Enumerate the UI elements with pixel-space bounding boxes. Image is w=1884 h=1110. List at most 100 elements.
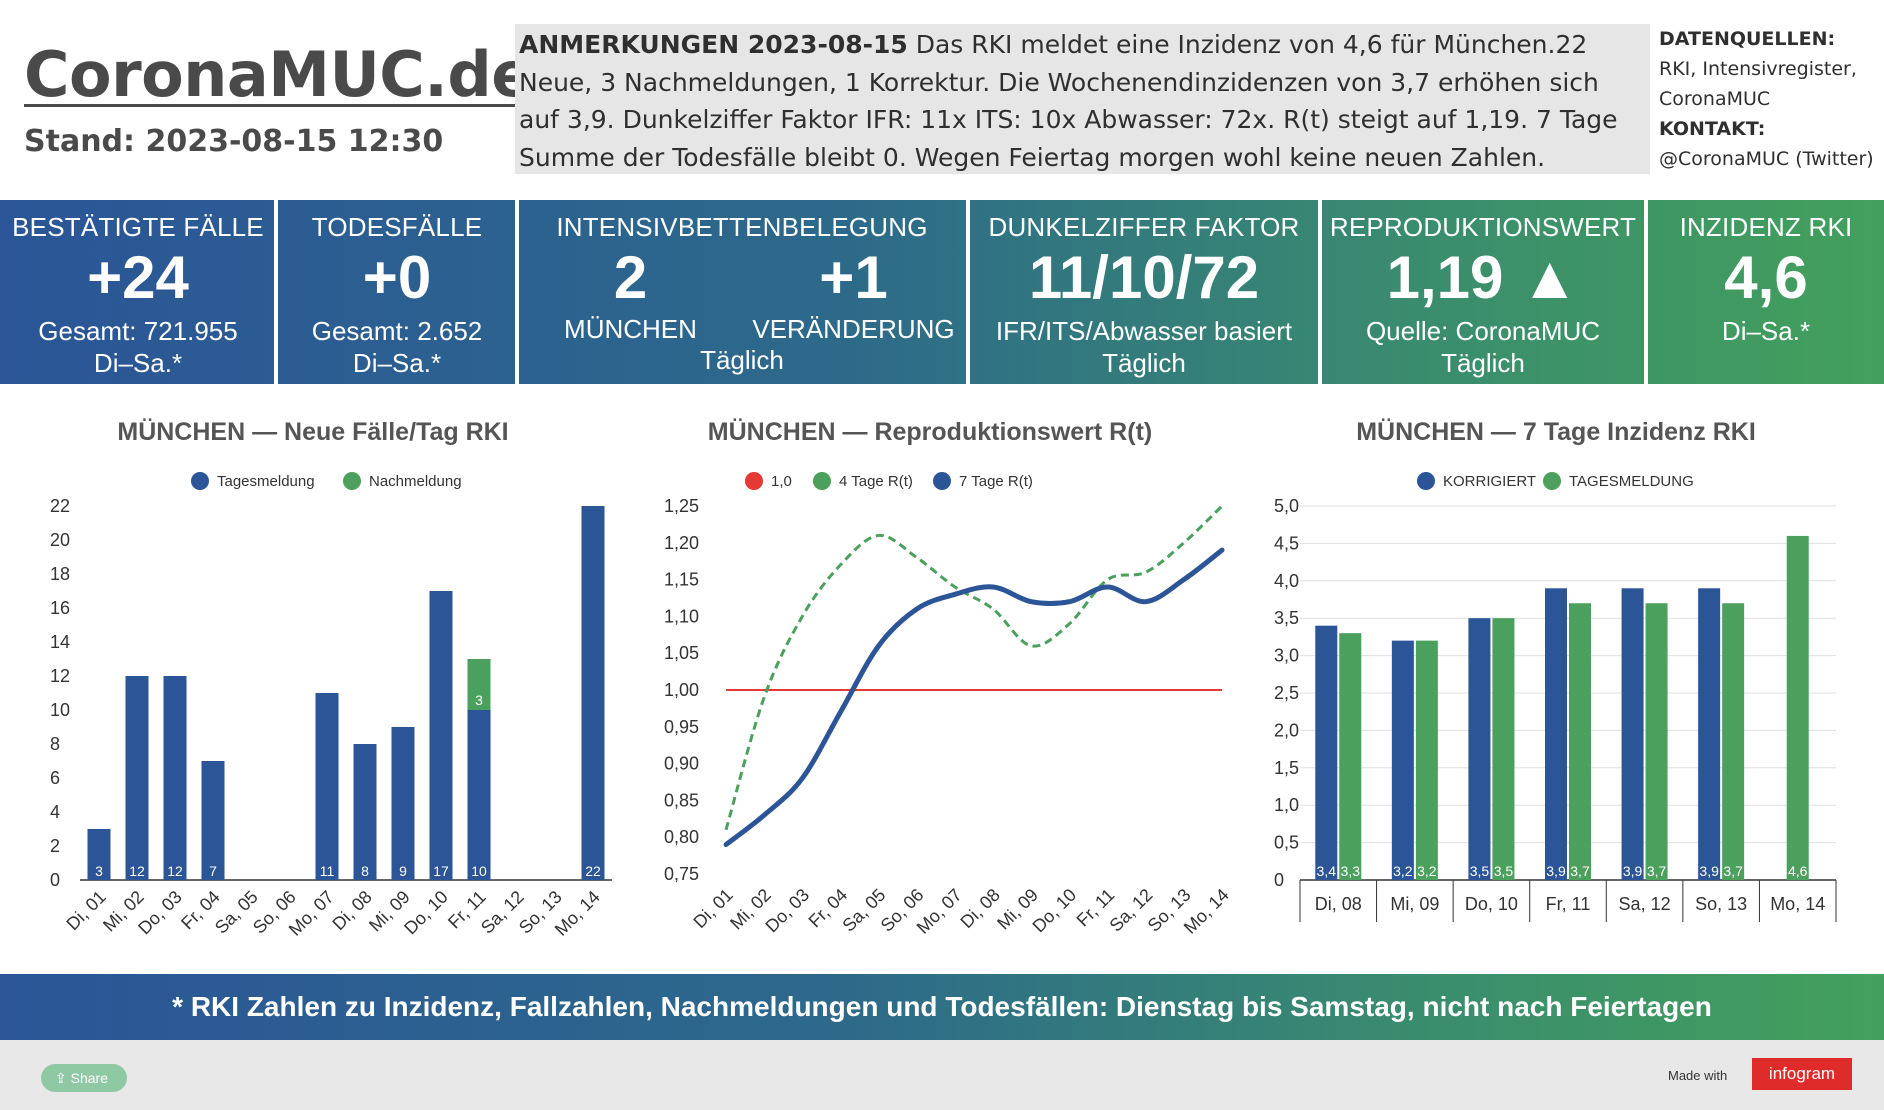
y-tick-label: 1,05 — [664, 643, 699, 663]
kpi-value: +0 — [362, 244, 432, 311]
bar-nachmeldung — [467, 659, 491, 710]
y-tick-label: 3,0 — [1274, 646, 1299, 666]
bar-value-label: 3,9 — [1546, 863, 1566, 879]
notes-panel: ANMERKUNGEN 2023-08-15 Das RKI meldet ei… — [515, 24, 1650, 174]
y-tick-label: 4,5 — [1274, 533, 1299, 553]
bar-value-label: 3,5 — [1470, 863, 1490, 879]
kpi-icu-beds: INTENSIVBETTENBELEGUNG 2 +1 MÜNCHEN VERÄ… — [519, 200, 965, 384]
y-tick-label: 8 — [50, 734, 60, 754]
x-tick-label: Di, 08 — [957, 885, 1004, 932]
x-tick-label: Fr, 11 — [1546, 894, 1591, 914]
y-tick-label: 0,75 — [664, 864, 699, 884]
x-tick-label: Do, 03 — [761, 885, 813, 937]
y-tick-label: 2 — [50, 836, 60, 856]
kpi-sub: Täglich — [1441, 348, 1525, 378]
legend-label: 7 Tage R(t) — [959, 473, 1033, 490]
made-with-label: Made with — [1668, 1068, 1728, 1083]
kpi-sub: Täglich — [1102, 348, 1186, 378]
legend-dot — [933, 472, 951, 490]
notes-text: Das RKI meldet eine Inzidenz von 4,6 für… — [519, 30, 1618, 172]
y-tick-label: 18 — [50, 564, 70, 584]
kpi-label-change: VERÄNDERUNG — [752, 314, 955, 344]
kpi-sub: Täglich — [700, 345, 784, 375]
bar-tagesmeldung — [1722, 603, 1745, 880]
kpi-incidence: INZIDENZ RKI 4,6 Di–Sa.* — [1648, 200, 1884, 384]
y-tick-label: 12 — [50, 666, 70, 686]
bar-value-label: 11 — [320, 863, 335, 879]
kpi-divider — [274, 200, 278, 384]
sources-line-2: CoronaMUC — [1659, 88, 1771, 110]
bar-tagesmeldung — [163, 676, 187, 880]
y-tick-label: 2,5 — [1274, 683, 1299, 703]
kpi-title: BESTÄTIGTE FÄLLE — [12, 212, 264, 242]
y-tick-label: 0,80 — [664, 827, 699, 847]
bar-value-label: 7 — [209, 863, 217, 879]
x-tick-label: Do, 03 — [134, 887, 186, 939]
legend-label: Nachmeldung — [369, 473, 462, 490]
x-tick-label: Di, 08 — [1315, 894, 1362, 914]
kpi-value-change: +1 — [819, 244, 888, 311]
infogram-logo[interactable]: infogram — [1752, 1058, 1852, 1090]
bar-tagesmeldung — [581, 506, 605, 880]
legend-label: Tagesmeldung — [217, 473, 315, 490]
kpi-divider — [1318, 200, 1322, 384]
kpi-sub: Di–Sa.* — [352, 348, 442, 378]
chart-title-cases: MÜNCHEN — Neue Fälle/Tag RKI — [117, 418, 509, 446]
y-tick-label: 20 — [50, 530, 70, 550]
bar-value-label: 3,2 — [1393, 863, 1413, 879]
bar-value-label: 3 — [475, 692, 483, 708]
kpi-sub: Gesamt: 2.652 — [311, 316, 483, 346]
y-tick-label: 5,0 — [1274, 496, 1299, 516]
bar-korrigiert — [1621, 588, 1644, 880]
bar-value-label: 8 — [361, 863, 369, 879]
legend-dot — [813, 472, 831, 490]
x-tick-label: Di, 01 — [62, 887, 109, 934]
kpi-sub: Gesamt: 721.955 — [38, 316, 238, 346]
legend-dot — [191, 472, 209, 490]
kpi-title: TODESFÄLLE — [311, 212, 483, 242]
y-tick-label: 0 — [50, 870, 60, 890]
x-tick-label: Mo, 14 — [1770, 894, 1825, 914]
share-button[interactable]: ⇪ Share — [41, 1064, 127, 1092]
bar-tagesmeldung — [1492, 618, 1515, 880]
y-tick-label: 0,5 — [1274, 833, 1299, 853]
y-tick-label: 6 — [50, 768, 60, 788]
y-tick-label: 14 — [50, 632, 70, 652]
bar-tagesmeldung — [201, 761, 225, 880]
kpi-value: 4,6 — [1724, 244, 1808, 311]
bar-value-label: 3,7 — [1647, 863, 1667, 879]
y-tick-label: 0,85 — [664, 790, 699, 810]
bar-tagesmeldung — [1786, 535, 1809, 880]
kpi-divider — [1644, 200, 1648, 384]
bar-value-label: 3,9 — [1699, 863, 1719, 879]
footer-note: * RKI Zahlen zu Inzidenz, Fallzahlen, Na… — [0, 974, 1884, 1040]
legend-label: 1,0 — [771, 473, 792, 490]
bar-value-label: 12 — [129, 863, 145, 879]
share-icon: ⇪ — [55, 1070, 71, 1086]
y-tick-label: 22 — [50, 496, 70, 516]
x-tick-label: Sa, 12 — [1619, 894, 1671, 914]
site-logo[interactable]: CoronaMUC.de — [24, 38, 533, 111]
y-tick-label: 3,5 — [1274, 608, 1299, 628]
bar-value-label: 3,9 — [1623, 863, 1643, 879]
contact-text[interactable]: @CoronaMUC (Twitter) — [1659, 148, 1874, 170]
x-tick-label: Mi, 09 — [1390, 894, 1439, 914]
chart-title-incidence: MÜNCHEN — 7 Tage Inzidenz RKI — [1356, 418, 1756, 446]
contact-label: KONTAKT: — [1659, 118, 1766, 140]
x-tick-label: Di, 01 — [689, 885, 736, 932]
y-tick-label: 0,95 — [664, 717, 699, 737]
bar-value-label: 3,4 — [1317, 863, 1337, 879]
kpi-confirmed-cases: BESTÄTIGTE FÄLLE +24 Gesamt: 721.955 Di–… — [0, 200, 276, 384]
kpi-sub: Di–Sa.* — [1721, 316, 1811, 346]
bar-tagesmeldung — [1339, 633, 1362, 880]
bar-tagesmeldung — [1569, 603, 1591, 880]
kpi-divider — [515, 200, 519, 384]
y-tick-label: 16 — [50, 598, 70, 618]
bar-tagesmeldung — [467, 710, 491, 880]
bar-value-label: 22 — [585, 863, 601, 879]
bar-value-label: 17 — [433, 863, 449, 879]
legend-dot — [745, 472, 763, 490]
bar-value-label: 12 — [167, 863, 183, 879]
kpi-sub: Quelle: CoronaMUC — [1365, 316, 1601, 346]
kpi-value-munich: 2 — [613, 244, 648, 311]
